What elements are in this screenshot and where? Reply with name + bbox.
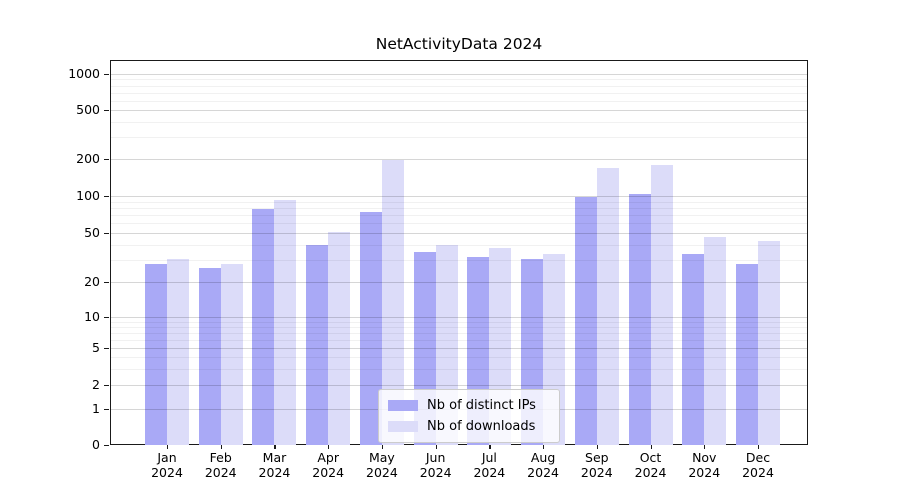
legend-item-0: Nb of distinct IPs xyxy=(388,395,550,416)
y-axis-label-1: 1 xyxy=(92,401,100,416)
x-label-month: May xyxy=(368,450,395,465)
x-label-year: 2024 xyxy=(151,465,183,480)
y-axis-label-0: 0 xyxy=(92,437,100,452)
bar-ips-apr xyxy=(306,244,329,445)
y-axis-tick-20 xyxy=(104,282,109,284)
x-label-month: Aug xyxy=(530,450,556,465)
x-axis-label-nov: Nov 2024 xyxy=(672,450,736,480)
bar-ips-sep xyxy=(574,197,597,445)
x-axis-label-jan: Jan 2024 xyxy=(135,450,199,480)
x-label-month: Apr xyxy=(317,450,339,465)
chart-title: NetActivityData 2024 xyxy=(375,35,543,53)
bar-ips-may xyxy=(359,212,382,445)
x-axis-label-jul: Jul 2024 xyxy=(457,450,521,480)
bar-downloads-sep xyxy=(596,167,619,445)
x-axis-tick-aug xyxy=(543,445,545,449)
bar-ips-oct xyxy=(628,194,651,445)
bar-ips-mar xyxy=(252,208,275,445)
x-label-month: Nov xyxy=(692,450,717,465)
y-axis-tick-100 xyxy=(104,196,109,198)
x-label-year: 2024 xyxy=(742,465,774,480)
bar-downloads-mar xyxy=(274,199,297,445)
x-label-month: Dec xyxy=(745,450,771,465)
y-axis-tick-1 xyxy=(104,409,109,411)
x-label-year: 2024 xyxy=(312,465,345,480)
bar-ips-dec xyxy=(736,264,758,445)
x-axis-tick-oct xyxy=(650,445,652,449)
bar-downloads-feb xyxy=(220,264,243,445)
bar-downloads-nov xyxy=(704,237,727,445)
x-label-month: Mar xyxy=(262,450,287,465)
legend-swatch-icon xyxy=(388,400,418,411)
bar-downloads-apr xyxy=(328,231,351,445)
x-axis-label-aug: Aug 2024 xyxy=(511,450,575,480)
x-axis-label-may: May 2024 xyxy=(350,450,414,480)
x-axis-label-jun: Jun 2024 xyxy=(404,450,468,480)
y-axis-label-200: 200 xyxy=(76,151,100,166)
legend-label: Nb of downloads xyxy=(427,419,536,434)
x-axis-label-apr: Apr 2024 xyxy=(296,450,360,480)
y-axis-label-10: 10 xyxy=(84,309,100,324)
x-axis-label-feb: Feb 2024 xyxy=(189,450,253,480)
bar-downloads-may xyxy=(381,160,404,445)
x-label-month: Sep xyxy=(585,450,609,465)
y-axis-label-2: 2 xyxy=(92,377,100,392)
x-label-month: Feb xyxy=(209,450,232,465)
y-axis-label-20: 20 xyxy=(84,274,100,289)
bar-ips-feb xyxy=(198,267,221,445)
y-axis-tick-5 xyxy=(104,348,109,350)
x-label-year: 2024 xyxy=(258,465,291,480)
bar-downloads-oct xyxy=(650,164,673,445)
x-label-year: 2024 xyxy=(688,465,721,480)
x-axis-tick-jan xyxy=(167,445,169,449)
x-axis-label-sep: Sep 2024 xyxy=(565,450,629,480)
x-label-year: 2024 xyxy=(419,465,452,480)
x-axis-tick-mar xyxy=(274,445,276,449)
y-axis-tick-50 xyxy=(104,233,109,235)
x-label-year: 2024 xyxy=(527,465,559,480)
legend-swatch-icon xyxy=(388,421,418,432)
y-axis-tick-200 xyxy=(104,159,109,161)
x-label-year: 2024 xyxy=(473,465,506,480)
x-label-year: 2024 xyxy=(204,465,237,480)
bar-downloads-jan xyxy=(167,258,189,445)
x-axis-tick-feb xyxy=(220,445,222,449)
legend-item-1: Nb of downloads xyxy=(388,416,550,437)
x-axis-tick-may xyxy=(381,445,384,449)
y-axis-label-5: 5 xyxy=(92,340,100,355)
y-axis-tick-1000 xyxy=(104,74,109,76)
x-axis-label-dec: Dec 2024 xyxy=(726,450,790,480)
x-axis-tick-nov xyxy=(704,445,706,449)
y-axis-tick-0 xyxy=(104,445,109,447)
bar-ips-jan xyxy=(145,264,167,445)
x-label-month: Jul xyxy=(481,450,497,465)
x-axis-label-mar: Mar 2024 xyxy=(242,450,306,480)
x-label-year: 2024 xyxy=(634,465,667,480)
x-label-month: Jan xyxy=(157,450,177,465)
x-axis-tick-jun xyxy=(435,445,437,449)
bar-downloads-dec xyxy=(758,241,780,445)
x-label-month: Jun xyxy=(425,450,446,465)
legend: Nb of distinct IPs Nb of downloads xyxy=(378,389,560,443)
y-axis-tick-500 xyxy=(104,110,109,112)
y-axis-label-500: 500 xyxy=(76,102,100,117)
y-axis-label-50: 50 xyxy=(84,225,100,240)
y-axis-label-1000: 1000 xyxy=(68,66,100,81)
y-axis-tick-10 xyxy=(104,317,109,319)
y-axis-label-100: 100 xyxy=(76,188,100,203)
x-axis-tick-jul xyxy=(489,445,491,449)
x-axis-tick-dec xyxy=(758,445,760,449)
x-label-year: 2024 xyxy=(580,465,613,480)
x-axis-tick-apr xyxy=(328,445,330,449)
bar-ips-nov xyxy=(682,253,705,445)
x-label-month: Oct xyxy=(639,450,662,465)
legend-label: Nb of distinct IPs xyxy=(427,398,536,413)
y-axis-tick-2 xyxy=(104,385,109,387)
x-axis-label-oct: Oct 2024 xyxy=(619,450,683,480)
x-axis-tick-sep xyxy=(596,445,598,449)
x-label-year: 2024 xyxy=(366,465,398,480)
